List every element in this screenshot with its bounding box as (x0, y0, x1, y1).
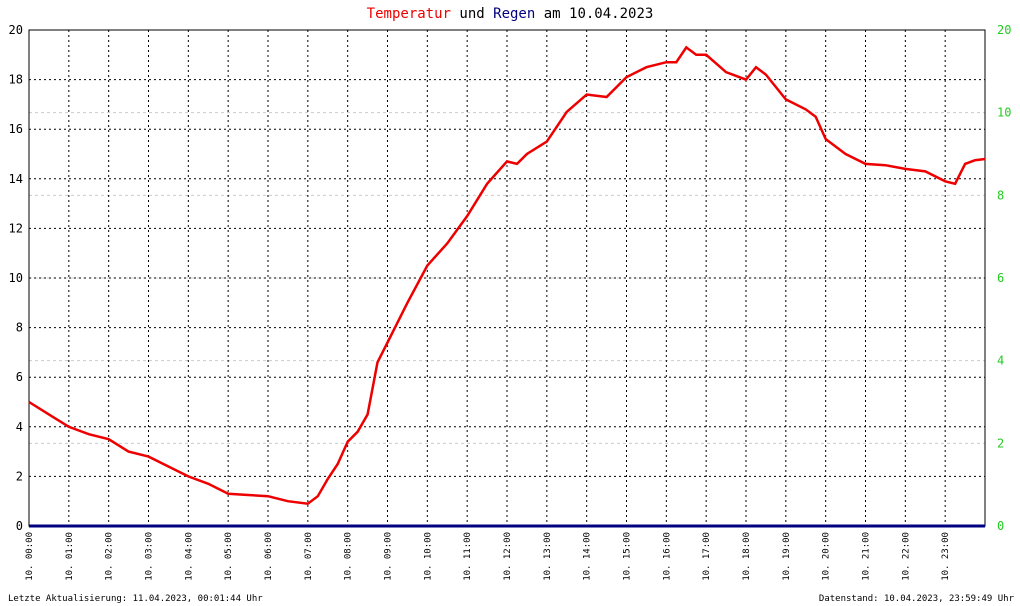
y-tick-label: 6 (16, 370, 23, 384)
y-tick-label: 10 (9, 271, 23, 285)
x-tick-label: 10. 06:00 (264, 532, 274, 581)
y-tick-label: 20 (9, 23, 23, 37)
y2-tick-label: 2 (997, 436, 1004, 450)
y-tick-label: 18 (9, 73, 23, 87)
title-part: und (459, 6, 484, 22)
chart-title: Temperatur und Regen am 10.04.2023 (367, 6, 654, 22)
y2-tick-label: 6 (997, 271, 1004, 285)
x-tick-label: 10. 02:00 (105, 532, 115, 581)
x-tick-label: 10. 08:00 (344, 532, 354, 581)
y-tick-label: 14 (9, 172, 23, 186)
x-tick-label: 10. 04:00 (184, 532, 194, 581)
x-tick-label: 10. 14:00 (583, 532, 593, 581)
y2-tick-label: 20 (997, 23, 1011, 37)
title-part: Temperatur (367, 6, 451, 22)
x-tick-label: 10. 19:00 (782, 532, 792, 581)
x-tick-label: 10. 13:00 (543, 532, 553, 581)
y2-tick-label: 4 (997, 354, 1004, 368)
x-tick-label: 10. 01:00 (65, 532, 75, 581)
x-tick-label: 10. 17:00 (702, 532, 712, 581)
y-tick-label: 16 (9, 122, 23, 136)
x-tick-label: 10. 07:00 (304, 532, 314, 581)
y2-tick-label: 0 (997, 519, 1004, 533)
y2-tick-label: 10 (997, 106, 1011, 120)
x-tick-label: 10. 20:00 (822, 532, 832, 581)
y2-tick-label: 8 (997, 188, 1004, 202)
y-tick-label: 4 (16, 420, 23, 434)
x-tick-label: 10. 03:00 (145, 532, 155, 581)
x-tick-label: 10. 18:00 (742, 532, 752, 581)
footer-left: Letzte Aktualisierung: 11.04.2023, 00:01… (8, 594, 263, 604)
x-tick-label: 10. 05:00 (224, 532, 234, 581)
x-tick-label: 10. 11:00 (463, 532, 473, 581)
title-part: Regen (493, 6, 535, 22)
y-tick-label: 0 (16, 519, 23, 533)
x-tick-label: 10. 00:00 (25, 532, 35, 581)
x-tick-label: 10. 12:00 (503, 532, 513, 581)
y-tick-label: 12 (9, 221, 23, 235)
y-tick-label: 8 (16, 321, 23, 335)
footer-right: Datenstand: 10.04.2023, 23:59:49 Uhr (819, 594, 1015, 604)
x-tick-label: 10. 16:00 (662, 532, 672, 581)
x-tick-label: 10. 22:00 (901, 532, 911, 581)
x-tick-label: 10. 09:00 (384, 532, 394, 581)
series-line (28, 45, 986, 506)
x-tick-label: 10. 10:00 (423, 532, 433, 581)
title-part: am 10.04.2023 (544, 6, 654, 22)
y-tick-label: 2 (16, 469, 23, 483)
x-tick-label: 10. 21:00 (862, 532, 872, 581)
x-tick-label: 10. 23:00 (941, 532, 951, 581)
x-tick-label: 10. 15:00 (623, 532, 633, 581)
